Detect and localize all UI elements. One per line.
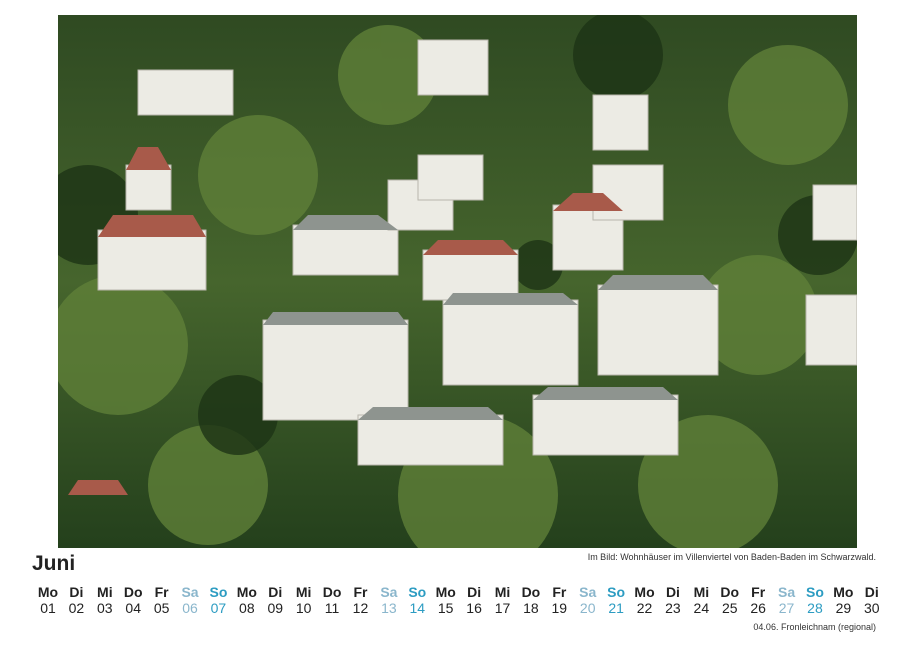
day-number: 24 bbox=[693, 600, 710, 616]
weekday-label: Fr bbox=[552, 584, 567, 600]
weekday-label: Sa bbox=[579, 584, 597, 600]
day-column: Di 09 bbox=[261, 584, 289, 616]
day-column: So 14 bbox=[403, 584, 431, 616]
weekday-label: Mo bbox=[236, 584, 257, 600]
day-column: Mi 10 bbox=[290, 584, 318, 616]
day-column: Mi 24 bbox=[687, 584, 715, 616]
day-number: 11 bbox=[324, 600, 340, 616]
day-column: Fr 12 bbox=[346, 584, 374, 616]
weekday-label: Di bbox=[665, 584, 680, 600]
weekday-label: So bbox=[806, 584, 824, 600]
day-column: Fr 19 bbox=[545, 584, 573, 616]
weekday-label: Do bbox=[720, 584, 740, 600]
day-column: Sa 13 bbox=[375, 584, 403, 616]
holiday-note: 04.06. Fronleichnam (regional) bbox=[753, 622, 876, 632]
weekday-label: Do bbox=[322, 584, 342, 600]
weekday-label: Di bbox=[69, 584, 84, 600]
weekday-label: Sa bbox=[380, 584, 398, 600]
day-number: 07 bbox=[210, 600, 227, 616]
weekday-label: Mo bbox=[435, 584, 456, 600]
weekday-label: Mo bbox=[833, 584, 854, 600]
day-column: So 28 bbox=[801, 584, 829, 616]
day-column: Sa 27 bbox=[773, 584, 801, 616]
day-column: Di 23 bbox=[659, 584, 687, 616]
weekday-label: Mi bbox=[295, 584, 312, 600]
weekday-label: Fr bbox=[353, 584, 368, 600]
weekday-label: Di bbox=[467, 584, 482, 600]
day-column: Mi 17 bbox=[489, 584, 517, 616]
weekday-label: So bbox=[408, 584, 427, 600]
day-column: Fr 26 bbox=[744, 584, 772, 616]
weekday-label: Sa bbox=[181, 584, 199, 600]
day-number: 14 bbox=[409, 600, 426, 616]
weekday-label: Do bbox=[521, 584, 541, 600]
day-column: Fr 05 bbox=[148, 584, 176, 616]
day-number: 28 bbox=[807, 600, 823, 616]
day-number: 29 bbox=[835, 600, 852, 616]
day-number: 26 bbox=[750, 600, 766, 616]
day-column: Mo 22 bbox=[631, 584, 659, 616]
month-title: Juni bbox=[32, 552, 76, 575]
day-number: 06 bbox=[182, 600, 198, 616]
day-number: 17 bbox=[494, 600, 511, 616]
day-number: 27 bbox=[778, 600, 795, 616]
day-column: Di 16 bbox=[460, 584, 488, 616]
day-column: Do 04 bbox=[119, 584, 147, 616]
weekday-label: So bbox=[607, 584, 626, 600]
weekday-label: Mo bbox=[634, 584, 655, 600]
weekday-label: Di bbox=[864, 584, 879, 600]
weekday-label: Mo bbox=[37, 584, 59, 600]
day-number: 10 bbox=[295, 600, 312, 616]
day-column: Di 30 bbox=[858, 584, 886, 616]
weekday-label: So bbox=[209, 584, 228, 600]
weekday-label: Mi bbox=[494, 584, 511, 600]
day-number: 01 bbox=[40, 600, 56, 616]
calendar-photo bbox=[58, 15, 857, 548]
day-number: 08 bbox=[239, 600, 255, 616]
day-number: 18 bbox=[523, 600, 539, 616]
day-number: 05 bbox=[153, 600, 170, 616]
weekday-label: Mi bbox=[693, 584, 710, 600]
day-number: 23 bbox=[665, 600, 681, 616]
day-number: 30 bbox=[863, 600, 880, 616]
day-number: 03 bbox=[97, 600, 113, 616]
day-column: Mo 15 bbox=[432, 584, 460, 616]
day-column: Do 25 bbox=[716, 584, 744, 616]
day-column: So 07 bbox=[204, 584, 232, 616]
weekday-label: Fr bbox=[154, 584, 169, 600]
day-number: 13 bbox=[381, 600, 397, 616]
day-number: 21 bbox=[608, 600, 624, 616]
weekday-label: Fr bbox=[751, 584, 766, 600]
day-column: Mo 01 bbox=[34, 584, 62, 616]
day-column: Mo 08 bbox=[233, 584, 261, 616]
day-number: 04 bbox=[125, 600, 141, 616]
day-column: Sa 20 bbox=[574, 584, 602, 616]
weekday-label: Sa bbox=[778, 584, 796, 600]
weekday-label: Do bbox=[123, 584, 143, 600]
day-number: 19 bbox=[551, 600, 568, 616]
weekday-label: Di bbox=[268, 584, 283, 600]
day-number: 02 bbox=[68, 600, 85, 616]
day-strip: Mo 01 Di 02 Mi 03 Do 04 Fr 05 Sa 06 So 07 Mo 08 Di 09 Mi 10… bbox=[34, 584, 886, 616]
day-number: 15 bbox=[437, 600, 454, 616]
day-column: Mi 03 bbox=[91, 584, 119, 616]
day-number: 09 bbox=[267, 600, 284, 616]
day-column: Sa 06 bbox=[176, 584, 204, 616]
weekday-label: Mi bbox=[97, 584, 113, 600]
day-column: Mo 29 bbox=[829, 584, 857, 616]
day-column: So 21 bbox=[602, 584, 630, 616]
day-number: 12 bbox=[352, 600, 369, 616]
day-number: 22 bbox=[636, 600, 653, 616]
day-column: Do 18 bbox=[517, 584, 545, 616]
photo-caption: Im Bild: Wohnhäuser im Villenviertel von… bbox=[587, 552, 876, 562]
day-number: 16 bbox=[466, 600, 482, 616]
day-column: Do 11 bbox=[318, 584, 346, 616]
day-number: 25 bbox=[721, 600, 738, 616]
day-column: Di 02 bbox=[62, 584, 90, 616]
day-number: 20 bbox=[579, 600, 596, 616]
